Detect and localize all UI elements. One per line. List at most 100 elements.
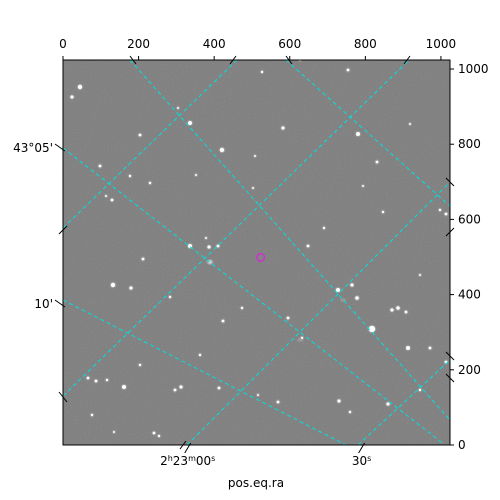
coordinate-grid [63,60,450,445]
sky-noise [63,60,450,445]
star-57 [257,394,259,396]
star-9 [260,70,264,74]
star-8 [346,68,350,72]
star-4 [138,133,142,137]
frame-crossing-7 [229,55,237,65]
star-21 [306,244,310,248]
star-63 [105,195,107,197]
star-47 [276,400,280,404]
star-19 [141,257,145,261]
top-tick-label-2: 400 [203,37,226,51]
ra-tick-label-0: 2h23m00s [160,454,215,469]
x-axis-label: pos.eq.ra [228,476,284,490]
right-tick-label-4: 800 [458,137,481,151]
ra-tick-label-1: 30s [352,454,371,469]
star-53 [90,413,94,417]
star-69 [254,155,256,157]
star-23 [336,288,340,292]
star-6 [375,160,379,164]
star-16 [207,245,211,249]
star-25 [355,296,359,300]
frame-crossing-9 [403,55,411,65]
right-tick-label-2: 400 [458,288,481,302]
star-34 [390,308,394,312]
frame-crossing-10 [179,440,187,450]
star-48 [337,399,341,403]
grid-line-3 [63,299,347,445]
right-tick-label-1: 200 [458,363,481,377]
right-tick-label-0: 0 [458,438,466,452]
star-46 [217,386,221,390]
star-44 [173,388,177,392]
star-29 [221,319,225,323]
dec-tick-0 [54,143,66,152]
ra-tick-1 [358,442,365,454]
star-12 [110,198,114,202]
star-14 [195,174,197,176]
frame-crossing-8 [285,55,293,65]
top-tick-label-5: 1000 [426,37,457,51]
star-33 [368,325,376,333]
top-tick-label-3: 600 [278,37,301,51]
star-7 [281,126,285,130]
star-55 [138,363,142,367]
frame-crossing-5 [445,227,455,237]
star-3 [219,147,225,153]
star-37 [406,346,410,350]
right-axis: 0 200 400 600 800 1000 [450,62,489,452]
bottom-ra-axis: 2h23m00s 30s [160,442,371,469]
star-42 [105,378,109,382]
star-2 [188,121,192,125]
top-tick-label-4: 800 [354,37,377,51]
star-17 [216,244,220,248]
right-tick-label-3: 600 [458,212,481,226]
frame-crossing-4 [445,373,455,383]
grid-line-6 [186,181,450,445]
star-68 [252,187,254,189]
star-26 [110,282,116,288]
plot-area [63,60,450,445]
ra-tick-0 [184,442,192,454]
star-56 [198,353,202,357]
star-24 [350,283,354,287]
star-0 [77,84,83,90]
star-41 [94,379,98,383]
star-35 [396,306,400,310]
star-60 [444,212,448,216]
star-halo-65 [297,60,303,63]
grid-line-1 [285,60,450,207]
star-54 [113,431,115,433]
star-10 [98,164,102,168]
dec-tick-1 [54,299,66,308]
frame-crossing-3 [445,351,455,361]
grid-line-5 [63,60,410,397]
frame-crossing-2 [445,177,455,187]
grid-line-0 [129,60,450,421]
star-1 [70,95,74,99]
star-38 [428,346,432,350]
frame-crossing-6 [129,55,137,65]
star-51 [152,431,156,435]
top-tick-label-1: 200 [127,37,150,51]
dec-tick-label-0: 43°05' [13,141,53,155]
star-52 [157,434,161,438]
stars [69,60,449,439]
star-18 [205,237,207,239]
frame-crossing-1 [58,225,68,235]
star-61 [381,210,385,214]
top-axis: 0 200 400 600 800 1000 [59,37,456,60]
star-50 [386,402,390,406]
plot-frame [62,59,451,446]
star-11 [128,174,132,178]
frame-crossing-0 [58,391,68,403]
marker-layer [256,252,266,262]
star-49 [348,410,352,414]
diffuse-source-1 [297,337,303,343]
star-30 [240,306,244,310]
star-28 [168,295,172,299]
right-tick-label-5: 1000 [458,62,489,76]
target-marker [256,252,266,262]
star-58 [418,388,422,392]
star-59 [438,208,442,212]
